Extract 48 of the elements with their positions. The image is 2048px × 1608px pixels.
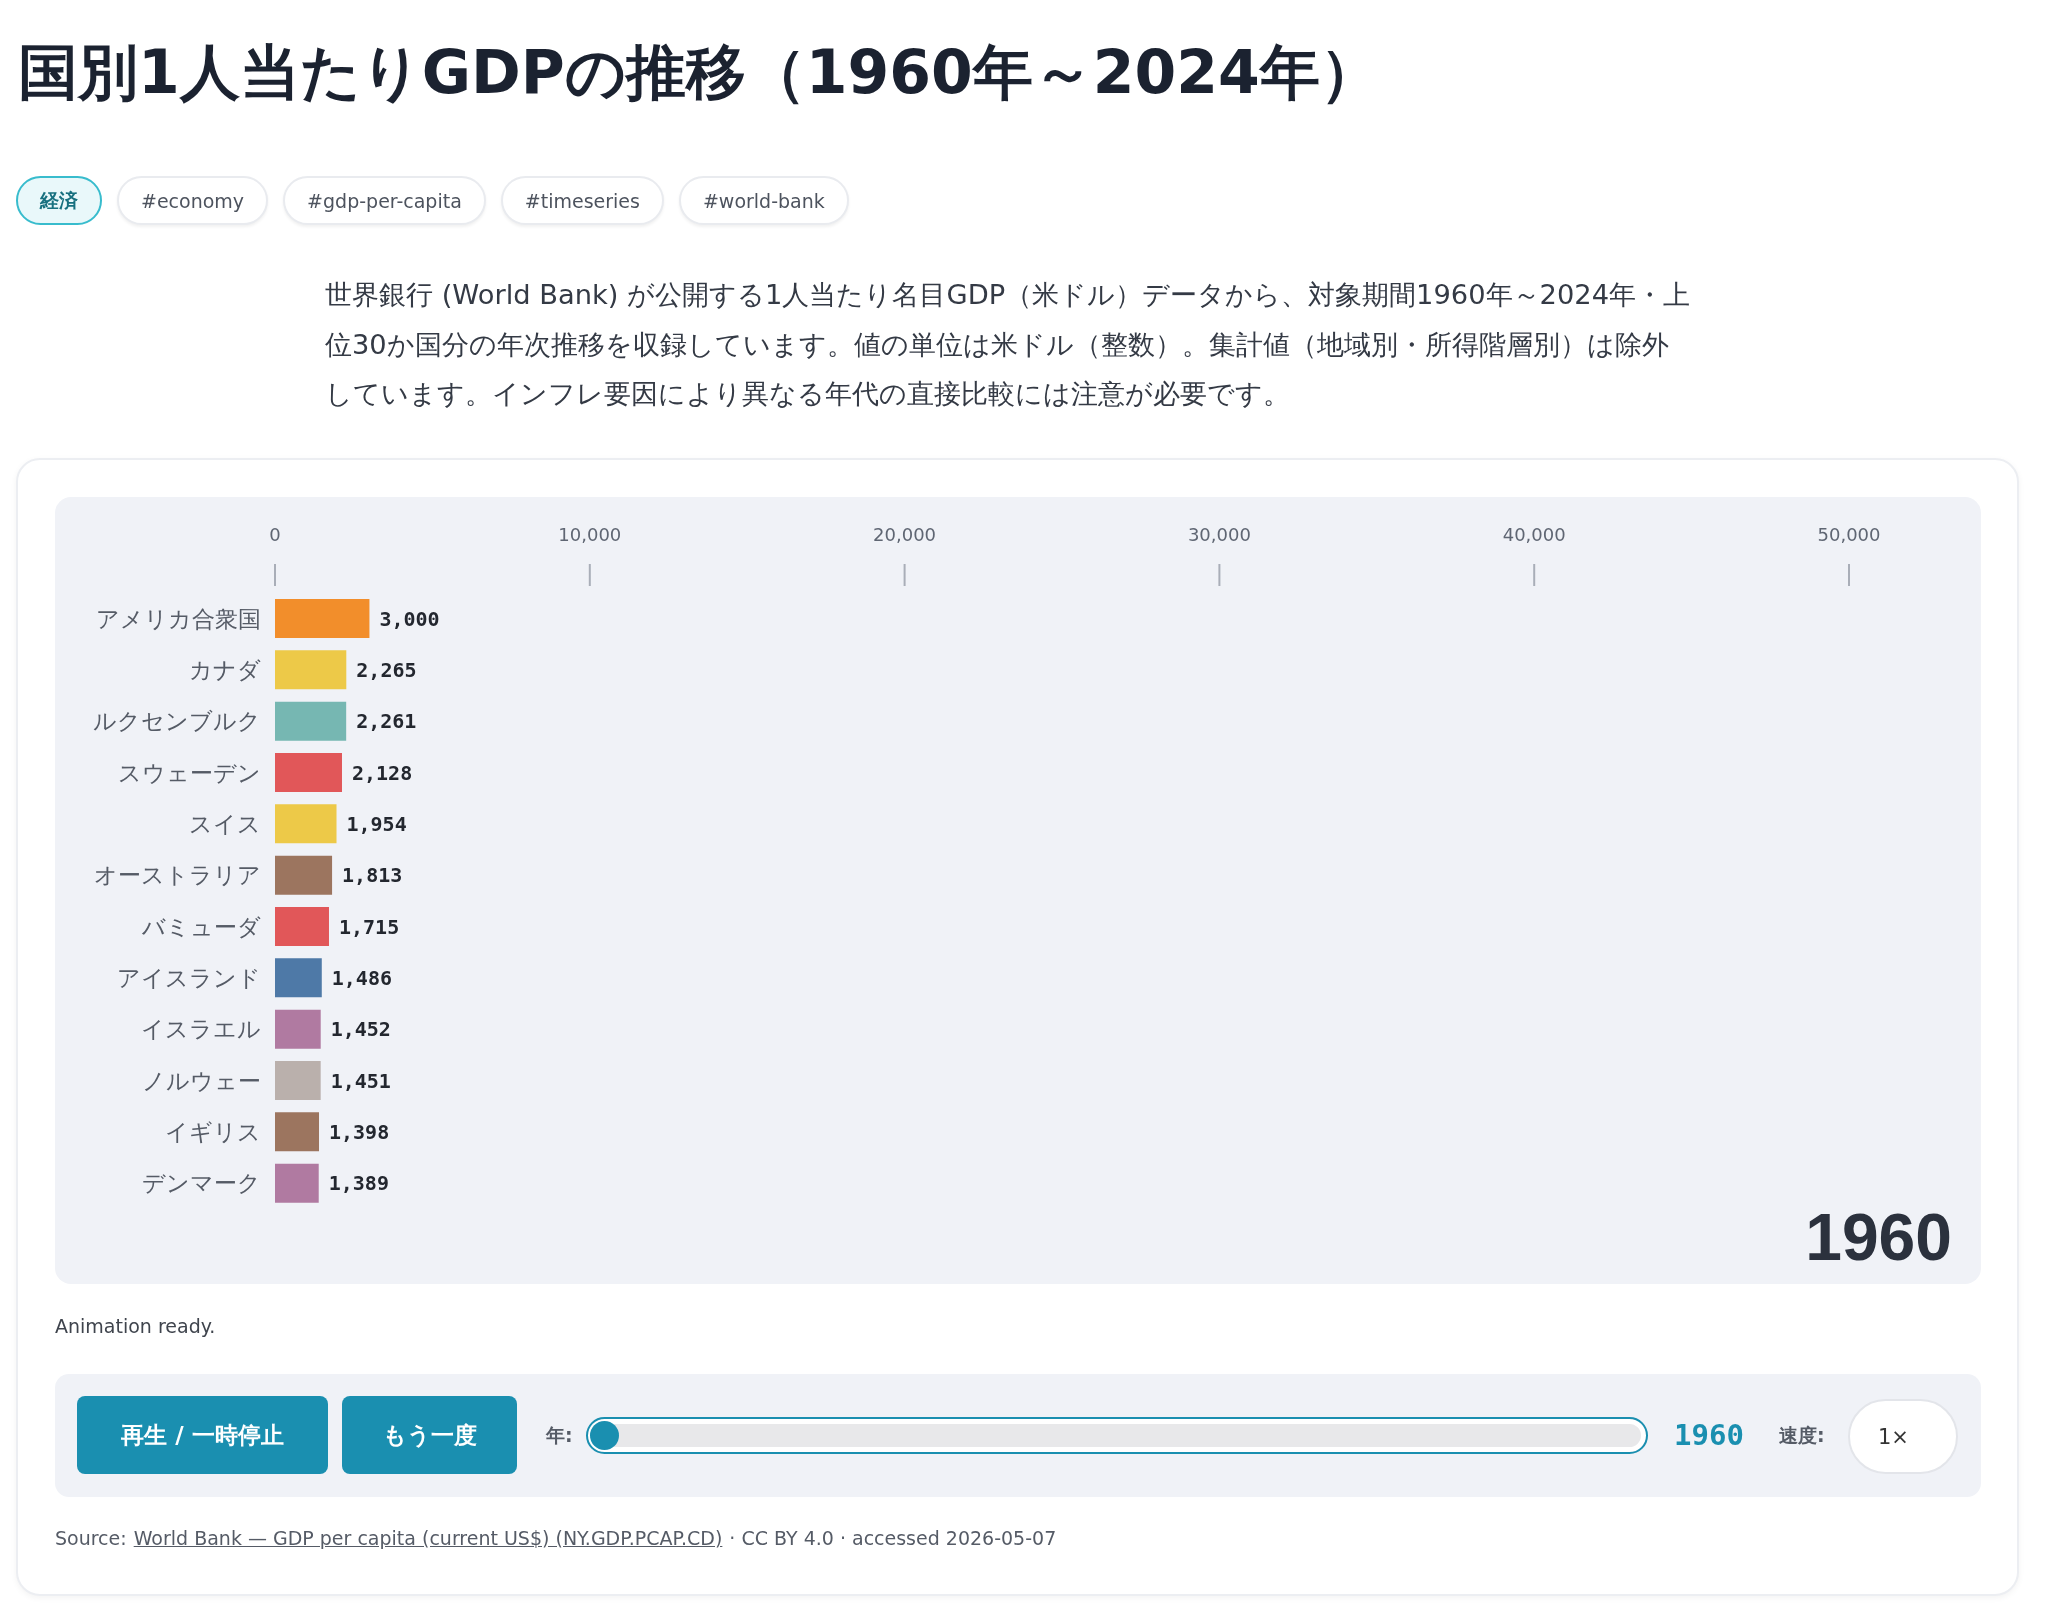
- data-label: 1,398: [329, 1119, 390, 1144]
- x-tick-label: 30,000: [1187, 523, 1251, 545]
- y-tick-label: バミューダ: [141, 913, 261, 940]
- x-tick-label: 0: [269, 523, 281, 545]
- data-label: 1,486: [331, 965, 392, 990]
- tag-chip: #timeseries: [500, 176, 664, 225]
- text: 1960: [1674, 1418, 1744, 1452]
- text: Animation ready.: [55, 1315, 216, 1337]
- x-tick-label: 50,000: [1817, 523, 1881, 545]
- chart-subtitle: 世界銀行 (World Bank) が公開する1人当たり名目GDP（米ドル）データから、対象期間1960年～2024年・上位30か国分の年次推移を収録しています。値の単位は米ドル（整数）。集計値（地域別・所得階層別）は除外しています。インフレ要因により異なる年代の直接比較には注意が必要です。: [325, 279, 1691, 410]
- y-tick-label: イスラエル: [141, 1016, 261, 1043]
- y-tick-label: デンマーク: [142, 1170, 261, 1197]
- y-tick-label: ルクセンブルク: [93, 708, 261, 735]
- tag-chip: #gdp-per-capita: [283, 176, 486, 225]
- y-tick-label: スイス: [189, 811, 261, 838]
- text: · CC BY 4.0 · accessed 2026-05-07: [729, 1526, 1057, 1550]
- year-slider[interactable]: [586, 1417, 1648, 1454]
- data-label: 1,452: [330, 1017, 391, 1042]
- annotation: 1960: [1805, 1200, 1952, 1274]
- data-label: 1,954: [346, 811, 407, 836]
- chart-title: 国別1人当たりGDPの推移（1960年～2024年）: [18, 37, 1380, 107]
- y-tick-label: オーストラリア: [94, 862, 261, 889]
- tag-chip: #economy: [117, 176, 269, 225]
- y-tick-label: アメリカ合衆国: [96, 605, 261, 632]
- text: 年:: [546, 1424, 573, 1446]
- x-tick-label: 20,000: [873, 523, 937, 545]
- text: World Bank — GDP per capita (current US$) (NY.GDP.PCAP.CD): [133, 1526, 723, 1550]
- source-note: Source:: [55, 1526, 127, 1550]
- y-tick-label: アイスランド: [117, 965, 261, 992]
- tag-chip: #world-bank: [678, 176, 849, 225]
- button[interactable]: 再生 / 一時停止: [77, 1396, 328, 1474]
- data-label: 1,813: [342, 863, 403, 888]
- x-tick-label: 10,000: [558, 523, 622, 545]
- data-label: 1,389: [328, 1171, 389, 1196]
- data-label: 1,715: [338, 914, 400, 939]
- data-label: 2,261: [356, 709, 417, 734]
- data-label: 3,000: [379, 606, 440, 631]
- y-tick-label: ノルウェー: [142, 1067, 261, 1094]
- y-tick-label: イギリス: [165, 1119, 261, 1146]
- y-tick-label: カナダ: [189, 657, 261, 684]
- tag-chip: 経済: [16, 176, 102, 225]
- data-label: 2,128: [351, 760, 413, 785]
- x-tick-label: 40,000: [1502, 523, 1566, 545]
- data-label: 1,451: [330, 1068, 391, 1093]
- text: 速度:: [1779, 1424, 1825, 1446]
- button[interactable]: もう一度: [342, 1396, 517, 1474]
- data-label: 2,265: [356, 657, 417, 682]
- y-tick-label: スウェーデン: [118, 759, 261, 786]
